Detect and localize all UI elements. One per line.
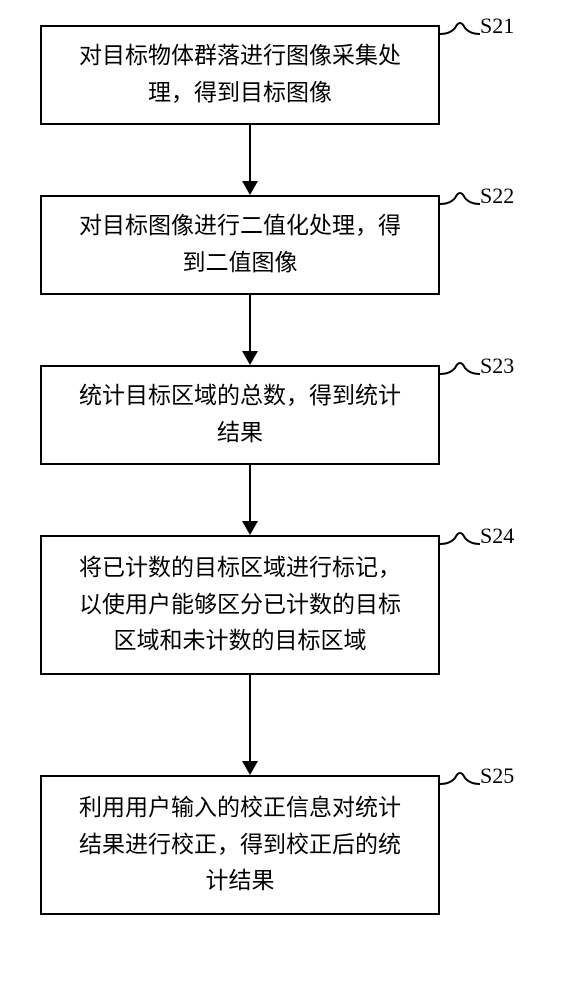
step-label-s21: S21 [480, 13, 514, 39]
arrow-4 [240, 675, 260, 775]
arrow-3 [240, 465, 260, 535]
step-box-s24: 将已计数的目标区域进行标记， 以使用户能够区分已计数的目标 区域和未计数的目标区… [40, 535, 440, 675]
step-text-s21: 对目标物体群落进行图像采集处 理，得到目标图像 [79, 38, 401, 112]
step-text-s25: 利用用户输入的校正信息对统计 结果进行校正，得到校正后的统 计结果 [79, 790, 401, 900]
step-label-s24: S24 [480, 523, 514, 549]
step-text-s22: 对目标图像进行二值化处理，得 到二值图像 [79, 208, 401, 282]
brace-s24 [440, 526, 480, 546]
step-text-s24: 将已计数的目标区域进行标记， 以使用户能够区分已计数的目标 区域和未计数的目标区… [79, 550, 401, 660]
step-box-s21: 对目标物体群落进行图像采集处 理，得到目标图像 [40, 25, 440, 125]
brace-s21 [440, 16, 480, 36]
step-box-s25: 利用用户输入的校正信息对统计 结果进行校正，得到校正后的统 计结果 [40, 775, 440, 915]
brace-s22 [440, 186, 480, 206]
flowchart-container: 对目标物体群落进行图像采集处 理，得到目标图像 S21 对目标图像进行二值化处理… [0, 0, 567, 1000]
step-box-s22: 对目标图像进行二值化处理，得 到二值图像 [40, 195, 440, 295]
step-label-s22: S22 [480, 183, 514, 209]
step-text-s23: 统计目标区域的总数，得到统计 结果 [79, 378, 401, 452]
step-box-s23: 统计目标区域的总数，得到统计 结果 [40, 365, 440, 465]
arrow-2 [240, 295, 260, 365]
arrow-1 [240, 125, 260, 195]
step-label-s25: S25 [480, 763, 514, 789]
step-label-s23: S23 [480, 353, 514, 379]
brace-s25 [440, 766, 480, 786]
brace-s23 [440, 356, 480, 376]
